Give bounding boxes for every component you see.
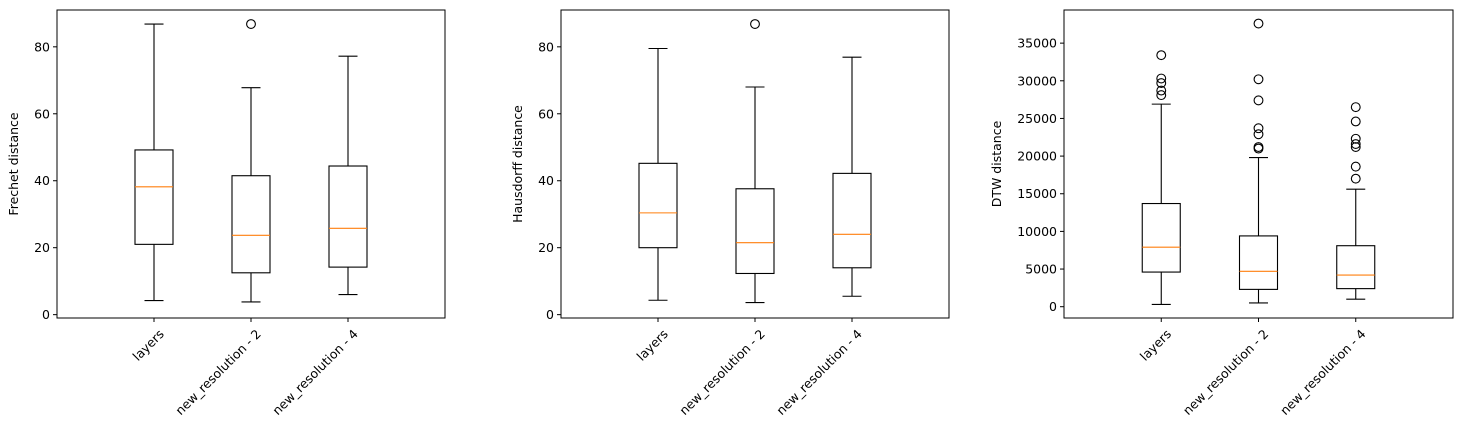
flier-point — [1253, 74, 1264, 85]
y-tick-label: 60 — [538, 106, 554, 121]
flier-point — [1253, 129, 1264, 140]
y-tick-label: 35000 — [1017, 36, 1057, 51]
y-tick-label: 60 — [34, 106, 50, 121]
iqr-box — [1238, 235, 1279, 290]
flier-point — [1350, 116, 1361, 127]
box-2 — [231, 19, 271, 303]
iqr-box — [832, 172, 872, 269]
x-tick-label: new_resolution - 2 — [1180, 326, 1272, 418]
flier-point — [1156, 78, 1167, 88]
y-axis-label: Hausdorff distance — [510, 105, 525, 223]
y-axis-label: Frechet distance — [6, 112, 21, 215]
x-tick-label: new_resolution - 2 — [676, 326, 768, 418]
y-tick-label: 0 — [1049, 299, 1057, 314]
box-3 — [1336, 102, 1376, 300]
y-tick-label: 20000 — [1017, 149, 1057, 164]
x-tick-label: new_resolution - 2 — [172, 326, 264, 418]
x-tick-label: layers — [130, 326, 167, 363]
flier-point — [246, 19, 256, 30]
box-3 — [328, 55, 368, 296]
y-tick-label: 10000 — [1017, 224, 1057, 239]
flier-point — [1350, 102, 1361, 113]
y-axis-label: DTW distance — [989, 120, 1004, 207]
box-3 — [832, 56, 872, 297]
y-tick-label: 25000 — [1017, 111, 1057, 126]
x-tick-label: layers — [634, 326, 671, 363]
flier-point — [1156, 73, 1167, 84]
flier-point — [1350, 161, 1361, 172]
y-tick-label: 15000 — [1017, 186, 1057, 201]
iqr-box — [638, 162, 678, 249]
box-1 — [134, 23, 174, 302]
y-tick-label: 80 — [538, 39, 554, 54]
box-1 — [1141, 50, 1181, 305]
y-tick-label: 0 — [546, 307, 554, 322]
flier-point — [1253, 18, 1264, 29]
frechet-boxplot-panel: 0 20 40 60 80 layers new_resolution - 2 new_res… — [6, 9, 446, 418]
y-tick-label: 5000 — [1025, 262, 1057, 277]
x-tick-label: layers — [1137, 326, 1174, 363]
y-tick-label: 40 — [34, 173, 50, 188]
y-tick-label: 30000 — [1017, 73, 1057, 88]
iqr-box — [134, 149, 174, 245]
flier-point — [1350, 133, 1361, 144]
hausdorff-boxplot-panel: 0 20 40 60 80 layers new_resolution - 2 new_res… — [510, 9, 950, 418]
flier-point — [1156, 90, 1167, 101]
iqr-box — [735, 188, 775, 275]
y-tick-label: 80 — [34, 39, 50, 54]
y-tick-label: 0 — [42, 307, 50, 322]
dtw-boxplot-panel: 0 5000 10000 15000 20000 25000 30000 35000 layer… — [989, 9, 1454, 418]
box-2 — [735, 19, 775, 304]
box-1 — [638, 47, 678, 301]
flier-point — [1156, 50, 1167, 61]
flier-point — [750, 19, 760, 30]
y-tick-label: 20 — [538, 240, 554, 255]
flier-point — [1350, 139, 1361, 149]
y-tick-label: 40 — [538, 173, 554, 188]
y-tick-label: 20 — [34, 240, 50, 255]
box-2 — [1238, 18, 1279, 304]
iqr-box — [1141, 202, 1181, 273]
iqr-box — [231, 175, 271, 274]
flier-point — [1253, 95, 1264, 106]
flier-point — [1156, 85, 1167, 96]
x-tick-label: new_resolution - 4 — [269, 326, 361, 418]
iqr-box — [1336, 245, 1376, 290]
flier-point — [1253, 142, 1264, 153]
x-tick-label: new_resolution - 4 — [1277, 326, 1369, 418]
x-tick-label: new_resolution - 4 — [773, 326, 865, 418]
iqr-box — [328, 165, 368, 268]
flier-point — [1253, 123, 1264, 134]
flier-point — [1350, 173, 1361, 184]
